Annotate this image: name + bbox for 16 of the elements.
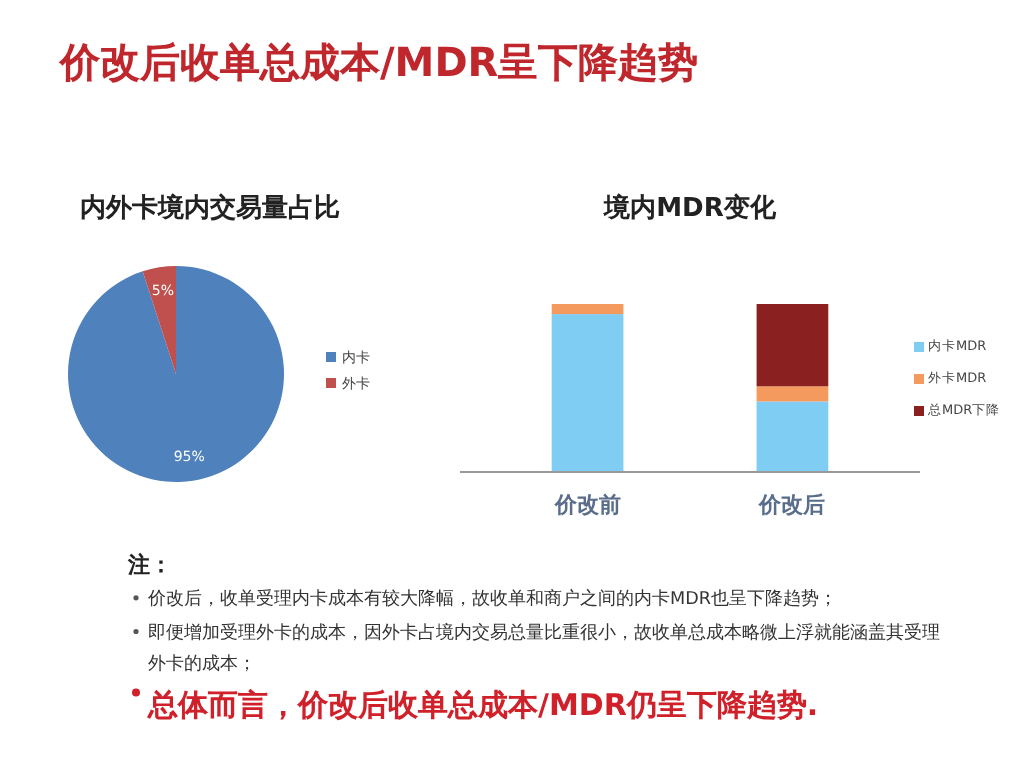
pie-slice <box>68 266 284 482</box>
x-tick-label: 价改前 <box>552 492 621 518</box>
bar <box>756 401 829 472</box>
text: 即便增加受理外卡的成本，因外卡占境内交易总量比重很小，故收单总成本略微上浮就能涵盖其受理外卡的成本； <box>148 621 940 676</box>
bar <box>756 386 829 402</box>
x-tick-label: 价改后 <box>757 492 826 518</box>
text: 总体而言，价改后收单总成本/MDR仍呈下降趋势. <box>146 687 819 724</box>
bar <box>756 304 829 387</box>
bar <box>551 304 624 315</box>
chart-title: 内外卡境内交易量占比 <box>80 192 340 224</box>
pie-slice <box>142 266 176 374</box>
text: 注： <box>126 552 172 578</box>
text: 价改后，收单受理内卡成本有较大降幅，故收单和商户之间的内卡MDR也呈下降趋势； <box>146 588 837 610</box>
chart-title: 境内MDR变化 <box>602 192 778 224</box>
bar <box>551 314 624 472</box>
text: 价改后收单总成本/MDR呈下降趋势 <box>58 38 699 86</box>
